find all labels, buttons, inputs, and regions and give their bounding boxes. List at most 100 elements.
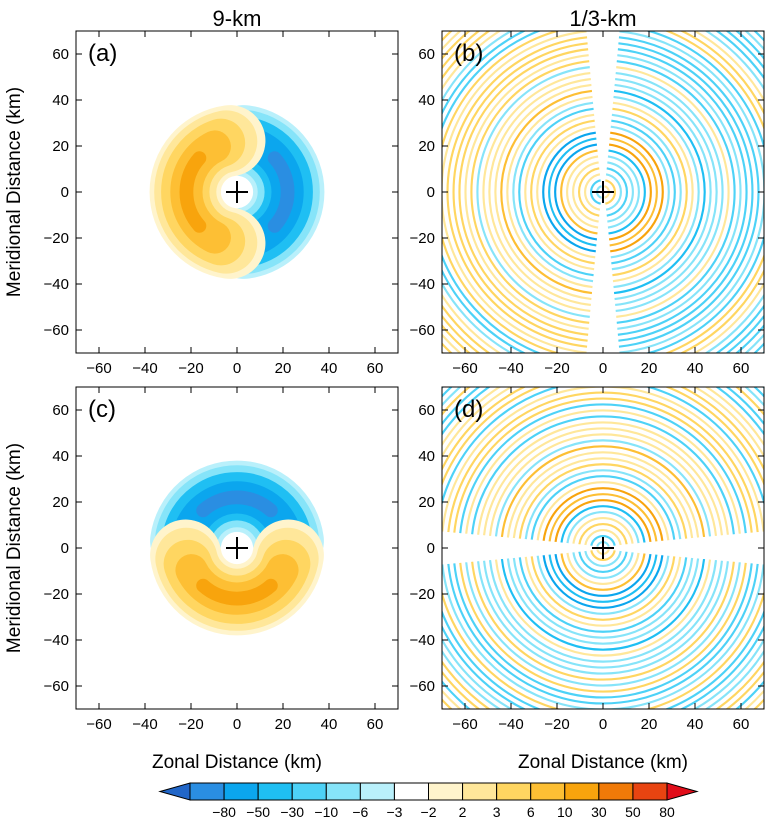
y-tick-label: −40 [44,276,69,293]
ring-arc [488,77,591,307]
ring-arc [619,31,764,353]
ring-arc [548,554,658,603]
ring-arc [615,77,718,307]
x-tick-label: −40 [132,716,157,733]
panel-label: (d) [454,396,483,423]
ring-arc [442,589,764,709]
ring-arc [572,161,599,223]
x-tick-label: −60 [452,360,477,377]
ring-arc [518,463,688,539]
colorbar-tick-label: 50 [625,804,641,820]
colorbar-tick-label: 6 [527,804,535,820]
y-tick-label: 0 [427,540,435,557]
ring-arc [584,173,601,211]
ring-arc [572,552,634,579]
ring-arc [554,143,598,241]
ring-arc [536,555,670,615]
ring-arc [612,101,694,283]
ring-arc [442,387,764,459]
y-tick-label: −60 [410,678,435,695]
y-tick-label: −20 [410,586,435,603]
ring-arc [610,131,664,253]
ring-arc [452,42,588,342]
colorbar-tick-label: 10 [557,804,573,820]
plot-area [442,387,764,709]
ring-field [442,31,764,353]
ring-arc [590,534,616,546]
colorbar-max-triangle [666,782,699,801]
x-tick-label: 0 [233,360,241,377]
ring-arc [613,95,700,289]
colorbar-swatch [325,782,361,801]
colorbar-swatch [496,782,532,801]
ring-arc [613,89,706,295]
y-tick-label: 60 [418,46,435,63]
ring-arc [578,523,628,545]
ring-arc [589,179,601,205]
ring-arc [644,31,764,353]
dipole-positive-lobe [150,519,324,636]
ring-arc [453,397,753,533]
ring-arc [548,137,597,247]
ring-arc [605,173,622,211]
colorbar-swatch [428,782,464,801]
ring-arc [530,119,595,265]
y-tick-label: 40 [418,448,435,465]
ring-arc [494,439,712,537]
panel-d: −60 −40 −20 0 20 40 60 −60 −40 −20 0 20 40 60 (d) [410,386,765,733]
storm-center-cross [226,537,248,559]
ring-arc [566,511,640,544]
x-tick-label: 20 [275,360,292,377]
ring-arc [500,445,706,538]
x-tick-label: 60 [733,716,750,733]
text-layer: 9-km 1/3-km Zonal Distance (km) Zonal Di… [4,6,688,773]
y-tick-label: 20 [52,494,69,511]
colorbar-tick-label: −3 [386,804,402,820]
ring-arc [464,54,589,330]
colorbar-tick-label: −10 [314,804,338,820]
ring-arc [465,409,741,534]
ring-arc [442,31,527,353]
x-axis-label-right: Zonal Distance (km) [518,752,688,773]
ring-arc [442,31,502,353]
ring-arc [442,564,764,709]
ring-arc [442,387,764,532]
x-tick-label: 20 [641,360,658,377]
colorbar-swatch [223,782,259,801]
ring-arc [614,83,712,301]
dipole-positive-lobe [149,105,266,279]
ring-arc [506,451,700,538]
ring-arc [616,66,730,318]
y-tick-label: 20 [418,494,435,511]
colorbar-swatch [530,782,566,801]
x-tick-label: −20 [544,360,569,377]
panel-a: −60 −40 −20 0 20 40 60 −60 −40 −20 0 20 40 60 (a) [44,30,399,377]
ring-arc [512,101,594,283]
y-tick-label: 0 [427,184,435,201]
ring-arc [530,475,676,540]
plot-area [150,460,324,636]
y-tick-label: −20 [410,230,435,247]
ring-arc [607,161,634,223]
ring-arc [612,107,688,277]
ring-arc [617,48,748,336]
panel-b: −60 −40 −20 0 20 40 60 −60 −40 −20 0 20 40 60 (b) [410,30,765,377]
ring-arc [618,42,754,342]
ring-arc [560,553,646,591]
colorbar-tick-label: −2 [421,804,437,820]
contour-level-4 [179,151,207,233]
ring-arc [458,48,589,336]
panel-label: (a) [88,40,117,67]
y-tick-label: −60 [410,322,435,339]
ring-arc [442,31,542,353]
y-tick-label: −40 [410,632,435,649]
x-tick-label: 40 [321,360,338,377]
column-title-left: 9-km [213,6,262,31]
ring-arc [476,66,590,318]
y-tick-label: −40 [410,276,435,293]
contour-level-4 [196,490,278,518]
colorbar-min-triangle [158,782,191,801]
x-tick-label: −40 [498,716,523,733]
ring-arc [465,562,741,687]
ring-arc [617,54,742,330]
